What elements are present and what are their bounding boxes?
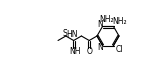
Text: HN: HN [66,30,77,39]
Text: NH: NH [69,47,80,56]
Text: NH₂: NH₂ [100,15,114,24]
Text: N: N [98,20,103,29]
Text: Cl: Cl [116,45,123,54]
Text: O: O [86,47,92,56]
Text: NH₂: NH₂ [112,17,127,26]
Text: S: S [62,30,67,39]
Text: N: N [98,43,103,52]
